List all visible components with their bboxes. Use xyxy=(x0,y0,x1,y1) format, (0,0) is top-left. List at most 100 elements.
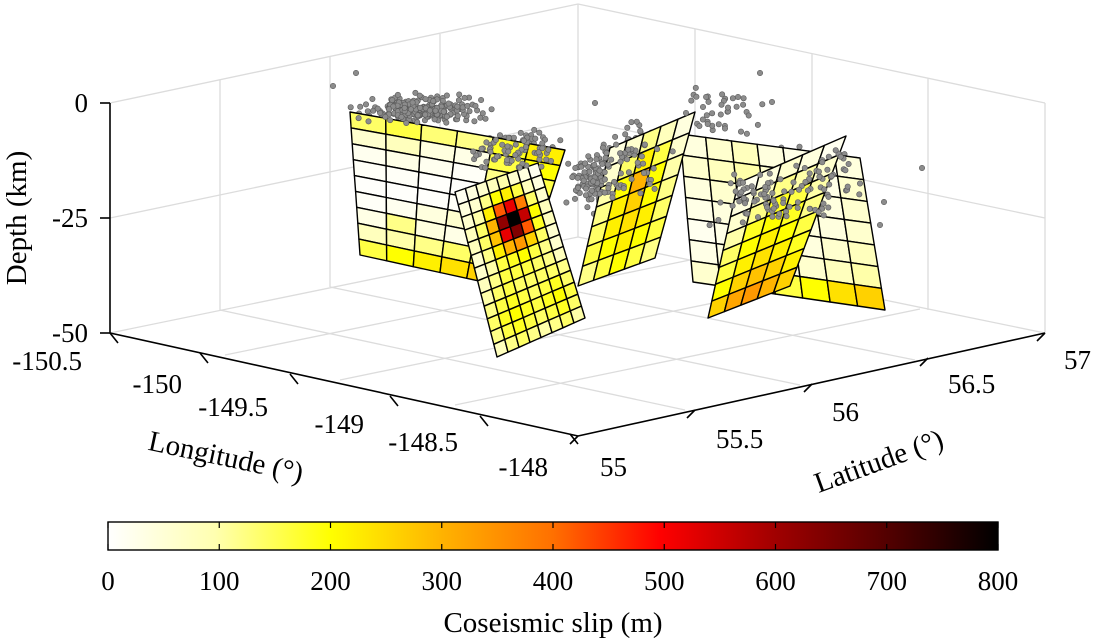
aftershock-dot xyxy=(571,195,578,202)
aftershock-dot xyxy=(699,104,706,111)
aftershock-dot xyxy=(517,129,524,136)
aftershock-dot xyxy=(734,94,741,101)
aftershock-dot xyxy=(806,170,813,177)
aftershock-dot xyxy=(739,219,746,226)
aftershock-dot xyxy=(736,198,743,205)
aftershock-dot xyxy=(456,91,463,98)
aftershock-dot xyxy=(622,131,629,138)
aftershock-dot xyxy=(454,112,461,119)
colorbar-tick-8: 800 xyxy=(978,566,1019,596)
fault-cell xyxy=(569,305,586,324)
aftershock-dot xyxy=(825,193,832,200)
aftershock-dot xyxy=(754,214,761,221)
aftershock-dot xyxy=(565,160,572,167)
aftershock-dot xyxy=(828,173,835,180)
depth-tick-1: -25 xyxy=(52,203,88,233)
aftershock-dot xyxy=(516,164,523,171)
aftershock-dot xyxy=(624,156,631,163)
aftershock-dot xyxy=(417,104,424,111)
aftershock-dot xyxy=(613,141,620,148)
longitude-ticks: -150.5 -150 -149.5 -149 -148.5 -148 xyxy=(12,332,579,482)
aftershock-dot xyxy=(624,124,631,131)
lon-tick-5: -148 xyxy=(499,452,549,482)
aftershock-dot xyxy=(403,120,410,127)
colorbar-tick-3: 300 xyxy=(422,566,463,596)
colorbar-tick-0: 0 xyxy=(101,566,115,596)
aftershock-dot xyxy=(819,159,826,166)
aftershock-dot xyxy=(724,104,731,111)
colorbar-tick-7: 700 xyxy=(867,566,908,596)
aftershock-dot xyxy=(757,171,764,178)
aftershock-dot xyxy=(692,84,699,91)
aftershock-dot xyxy=(740,195,747,202)
aftershock-dot xyxy=(504,143,511,150)
aftershock-dot xyxy=(510,134,517,141)
aftershock-dot xyxy=(432,107,439,114)
aftershock-dot xyxy=(479,110,486,117)
aftershock-dot xyxy=(756,70,763,77)
aftershock-dot xyxy=(693,93,700,100)
colorbar-tick-6: 600 xyxy=(755,566,796,596)
aftershock-dot xyxy=(329,83,336,90)
aftershock-dot xyxy=(585,153,592,160)
aftershock-dot xyxy=(738,189,745,196)
aftershock-dot xyxy=(786,203,793,210)
colorbar-ticks: 0 100 200 300 400 500 600 700 800 xyxy=(101,522,1018,596)
aftershock-dot xyxy=(745,112,752,119)
aftershock-dot xyxy=(741,200,748,207)
aftershock-dot xyxy=(591,100,598,107)
aftershock-dot xyxy=(719,91,726,98)
aftershock-dot xyxy=(374,105,381,112)
aftershock-dot xyxy=(387,117,394,124)
aftershock-dot xyxy=(569,174,576,181)
aftershock-dot xyxy=(768,99,775,106)
aftershock-dot xyxy=(588,187,595,194)
aftershock-dot xyxy=(473,152,480,159)
aftershock-dot xyxy=(641,141,648,148)
aftershock-dot xyxy=(729,95,736,102)
aftershock-dot xyxy=(806,205,813,212)
colorbar: 0 100 200 300 400 500 600 700 800 Coseismic slip… xyxy=(101,521,1018,639)
aftershock-dot xyxy=(596,167,603,174)
aftershock-dot xyxy=(538,163,545,170)
colorbar-label: Coseismic slip (m) xyxy=(443,607,662,639)
aftershock-dot xyxy=(832,147,839,154)
aftershock-dot xyxy=(574,174,581,181)
aftershock-dot xyxy=(414,112,421,119)
aftershock-dot xyxy=(780,200,787,207)
aftershock-dot xyxy=(802,179,809,186)
aftershock-dot xyxy=(750,188,757,195)
lat-tick-2: 56 xyxy=(832,397,859,427)
aftershock-dot xyxy=(703,94,710,101)
aftershock-dot xyxy=(443,92,450,99)
aftershock-dot xyxy=(612,133,619,140)
aftershock-dot xyxy=(682,110,689,117)
aftershock-dot xyxy=(638,153,645,160)
aftershock-dot xyxy=(650,165,657,172)
aftershock-dot xyxy=(588,196,595,203)
aftershock-dot xyxy=(539,140,546,147)
lon-tick-4: -148.5 xyxy=(388,427,458,457)
aftershock-dot xyxy=(715,217,722,224)
aftershock-dot xyxy=(601,176,608,183)
latitude-axis-label: Latitude (°) xyxy=(810,423,948,499)
aftershock-dot xyxy=(493,153,500,160)
aftershock-dot xyxy=(352,70,359,77)
aftershock-dot xyxy=(382,113,389,120)
aftershock-dot xyxy=(605,185,612,192)
aftershock-dot xyxy=(536,129,543,136)
aftershock-dot xyxy=(582,192,589,199)
depth-ticks: 0 -25 -50 xyxy=(52,88,110,348)
fault-3 xyxy=(577,111,696,287)
aftershock-dot xyxy=(625,146,632,153)
aftershock-dot xyxy=(488,106,495,113)
aftershock-dot xyxy=(601,189,608,196)
fault-cell xyxy=(826,279,859,307)
colorbar-tick-2: 200 xyxy=(310,566,351,596)
aftershock-dot xyxy=(769,213,776,220)
aftershock-dot xyxy=(443,113,450,120)
aftershock-dot xyxy=(416,92,423,99)
aftershock-dot xyxy=(512,152,519,159)
colorbar-tick-1: 100 xyxy=(199,566,240,596)
